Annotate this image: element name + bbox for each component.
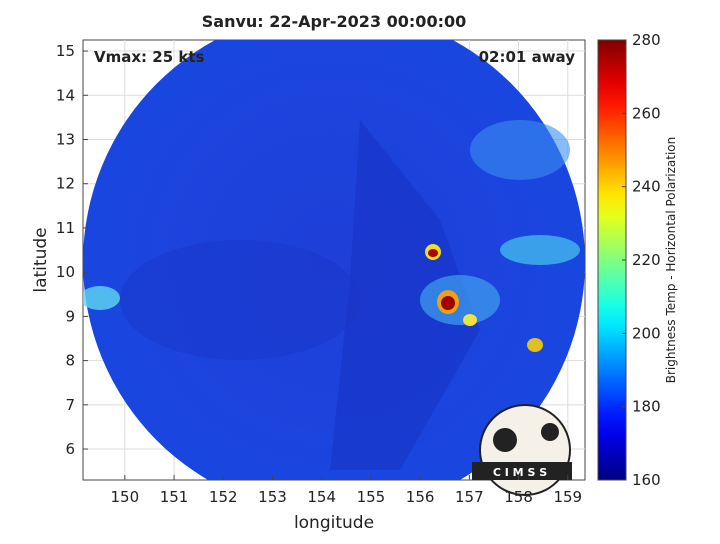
colorbar-tick-label: 220 [632,251,661,269]
colorbar: 160 180 200 220 240 260 280 [597,31,661,489]
colorbar-tick-label: 280 [632,31,661,49]
colorbar-tick-label: 160 [632,471,661,489]
colorbar-tick-label: 260 [632,104,661,122]
y-tick-label: 11 [56,219,75,237]
colorbar-label: Brightness Temp - Horizontal Polarizatio… [664,137,678,384]
x-tick-label: 159 [553,488,582,506]
x-tick-label: 156 [406,488,435,506]
x-tick-label: 152 [209,488,238,506]
colorbar-scale [597,39,627,481]
x-tick-label: 155 [357,488,386,506]
x-axis-label: longitude [294,513,374,533]
y-tick-label: 15 [56,42,75,60]
x-tick-label: 154 [307,488,336,506]
x-tick-label: 158 [504,488,533,506]
y-tick-label: 10 [56,263,75,281]
annotation: Vmax: 25 kts [94,48,204,66]
annotation: 02:01 away [479,48,576,66]
y-tick-label: 14 [56,86,75,104]
logo: C I M S S [472,404,572,496]
colorbar-tick-label: 240 [632,178,661,196]
colorbar-tick-label: 200 [632,324,661,342]
y-tick-label: 8 [65,352,75,370]
y-tick-label: 7 [65,396,75,414]
chart-title: Sanvu: 22-Apr-2023 00:00:00 [202,12,466,31]
y-axis-label: latitude [31,227,51,292]
x-tick-label: 150 [111,488,140,506]
x-tick-label: 153 [258,488,287,506]
x-tick-label: 151 [160,488,189,506]
logo-text: C I M S S [493,466,547,479]
y-tick-label: 12 [56,175,75,193]
y-tick-label: 13 [56,130,75,148]
colorbar-tick-label: 180 [632,398,661,416]
y-tick-label: 6 [65,440,75,458]
y-tick-label: 9 [65,307,75,325]
satellite-image [83,40,585,480]
x-tick-label: 157 [455,488,484,506]
